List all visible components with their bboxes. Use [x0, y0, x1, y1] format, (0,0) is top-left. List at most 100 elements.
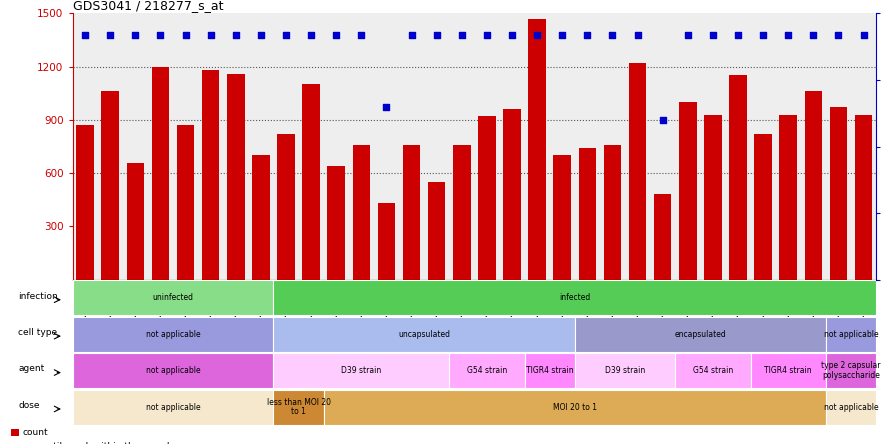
Bar: [324, 390, 826, 424]
Text: encapsulated: encapsulated: [674, 330, 727, 339]
Point: [480, 31, 494, 38]
Point: [455, 31, 469, 38]
Bar: [629, 63, 646, 280]
Point: [204, 31, 218, 38]
Bar: [177, 125, 195, 280]
Bar: [826, 390, 876, 424]
Point: [304, 31, 319, 38]
Bar: [654, 194, 672, 280]
Point: [380, 103, 394, 110]
Bar: [273, 390, 324, 424]
Text: not applicable: not applicable: [146, 403, 200, 412]
Bar: [151, 67, 169, 280]
Text: infected: infected: [559, 293, 590, 302]
Point: [605, 31, 620, 38]
Bar: [826, 353, 876, 388]
Point: [78, 31, 92, 38]
Bar: [11, 429, 19, 436]
Bar: [575, 317, 826, 352]
Text: agent: agent: [19, 365, 44, 373]
Bar: [327, 166, 345, 280]
Bar: [273, 353, 450, 388]
Point: [781, 31, 796, 38]
Point: [656, 116, 670, 123]
Bar: [729, 75, 747, 280]
Point: [329, 31, 343, 38]
Point: [681, 31, 695, 38]
Point: [630, 31, 644, 38]
Bar: [750, 353, 826, 388]
Text: TIGR4 strain: TIGR4 strain: [765, 366, 812, 375]
Point: [279, 31, 293, 38]
Bar: [73, 353, 273, 388]
Bar: [202, 70, 219, 280]
Text: G54 strain: G54 strain: [466, 366, 507, 375]
Point: [354, 31, 368, 38]
Text: not applicable: not applicable: [824, 403, 878, 412]
Text: uncapsulated: uncapsulated: [398, 330, 450, 339]
Point: [128, 31, 142, 38]
Bar: [273, 281, 876, 315]
Point: [831, 31, 845, 38]
Point: [706, 31, 720, 38]
Bar: [403, 145, 420, 280]
Bar: [127, 163, 144, 280]
Point: [756, 31, 770, 38]
Bar: [579, 148, 596, 280]
Text: cell type: cell type: [19, 328, 58, 337]
Point: [806, 31, 820, 38]
Bar: [73, 317, 273, 352]
Bar: [704, 115, 721, 280]
Text: percentile rank within the sample: percentile rank within the sample: [22, 443, 175, 444]
Text: infection: infection: [19, 292, 58, 301]
Point: [857, 31, 871, 38]
Bar: [273, 317, 574, 352]
Point: [731, 31, 745, 38]
Bar: [450, 353, 525, 388]
Point: [179, 31, 193, 38]
Bar: [528, 19, 546, 280]
Text: G54 strain: G54 strain: [693, 366, 733, 375]
Text: dose: dose: [19, 401, 40, 410]
Bar: [504, 109, 520, 280]
Point: [254, 31, 268, 38]
Bar: [453, 145, 471, 280]
Text: GDS3041 / 218277_s_at: GDS3041 / 218277_s_at: [73, 0, 223, 12]
Point: [555, 31, 569, 38]
Text: less than MOI 20
to 1: less than MOI 20 to 1: [266, 398, 331, 416]
Bar: [780, 115, 797, 280]
Bar: [525, 353, 575, 388]
Bar: [804, 91, 822, 280]
Bar: [352, 145, 370, 280]
Bar: [830, 107, 847, 280]
Bar: [478, 116, 496, 280]
Bar: [303, 84, 319, 280]
Text: uninfected: uninfected: [152, 293, 194, 302]
Text: not applicable: not applicable: [146, 330, 200, 339]
Text: D39 strain: D39 strain: [342, 366, 381, 375]
Bar: [826, 317, 876, 352]
Bar: [575, 353, 675, 388]
Point: [153, 31, 167, 38]
Bar: [73, 281, 273, 315]
Bar: [675, 353, 750, 388]
Text: D39 strain: D39 strain: [605, 366, 645, 375]
Point: [581, 31, 595, 38]
Bar: [553, 155, 571, 280]
Bar: [73, 390, 273, 424]
Bar: [604, 145, 621, 280]
Point: [530, 31, 544, 38]
Text: TIGR4 strain: TIGR4 strain: [526, 366, 573, 375]
Text: type 2 capsular
polysaccharide: type 2 capsular polysaccharide: [821, 361, 881, 380]
Point: [228, 31, 242, 38]
Bar: [679, 102, 696, 280]
Bar: [428, 182, 445, 280]
Bar: [277, 134, 295, 280]
Text: not applicable: not applicable: [146, 366, 200, 375]
Point: [505, 31, 519, 38]
Bar: [227, 74, 244, 280]
Point: [104, 31, 118, 38]
Bar: [252, 155, 270, 280]
Bar: [102, 91, 119, 280]
Bar: [855, 115, 873, 280]
